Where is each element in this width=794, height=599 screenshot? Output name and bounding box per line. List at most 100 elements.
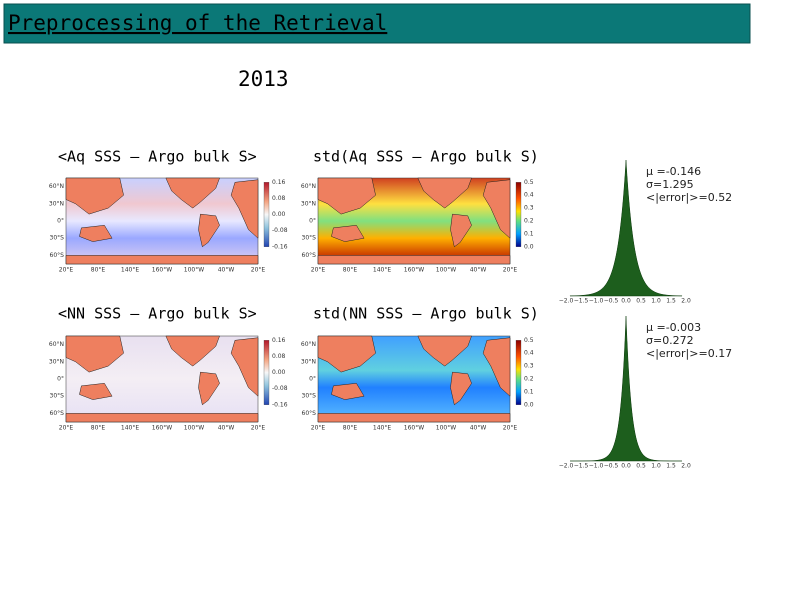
panel-label: <Aq SSS – Argo bulk S> — [58, 148, 257, 166]
histogram-tick-label: −2.0 — [559, 463, 574, 470]
lon-label: 160°W — [152, 267, 172, 274]
lat-label: 0° — [57, 376, 64, 383]
lon-label: 20°E — [59, 425, 74, 432]
colorbar — [515, 182, 522, 247]
colorbar-label: -0.16 — [272, 243, 288, 250]
year: 2013 — [238, 67, 289, 91]
lon-label: 80°E — [91, 425, 106, 432]
histogram-tick-label: 0.5 — [636, 463, 646, 470]
lon-label: 160°W — [404, 267, 424, 274]
colorbar-label: 0.08 — [272, 353, 286, 360]
colorbar-label: 0.16 — [272, 179, 286, 186]
lat-label: 60°S — [302, 252, 317, 259]
colorbar-label: -0.16 — [272, 401, 288, 408]
histogram-stat: σ=0.272 — [646, 334, 694, 347]
slide-title: Preprocessing of the Retrieval — [8, 11, 387, 35]
lat-label: 30°S — [302, 393, 317, 400]
lon-label: 140°E — [373, 425, 391, 432]
land — [165, 335, 220, 367]
land — [165, 177, 220, 209]
land — [317, 255, 511, 265]
land — [482, 337, 511, 397]
lat-label: 0° — [57, 218, 64, 225]
lat-label: 60°N — [49, 183, 64, 190]
colorbar-label: 0.1 — [524, 388, 534, 395]
lat-label: 60°S — [50, 410, 65, 417]
lon-label: 80°E — [343, 267, 358, 274]
lon-label: 20°E — [503, 425, 518, 432]
lat-label: 60°N — [301, 341, 316, 348]
histogram-tick-label: −1.5 — [574, 463, 589, 470]
panel-label: <NN SSS – Argo bulk S> — [58, 305, 257, 323]
lon-label: 20°E — [311, 267, 326, 274]
land — [230, 179, 259, 239]
lon-label: 80°E — [343, 425, 358, 432]
lon-label: 100°W — [184, 425, 204, 432]
histogram-shape — [569, 315, 683, 462]
lon-label: 140°E — [121, 425, 139, 432]
histogram-shape — [569, 159, 683, 297]
histogram-tick-label: 2.0 — [681, 463, 691, 470]
colorbar-label: 0.2 — [524, 218, 534, 225]
histogram-tick-label: 0.0 — [621, 298, 631, 305]
colorbar-label: 0.3 — [524, 363, 534, 370]
colorbar — [263, 182, 270, 247]
histogram-tick-label: 1.5 — [666, 298, 676, 305]
colorbar — [263, 340, 270, 405]
land — [450, 371, 472, 406]
lat-label: 30°S — [50, 393, 65, 400]
colorbar-label: 0.3 — [524, 205, 534, 212]
colorbar-label: 0.00 — [272, 211, 286, 218]
land — [65, 335, 124, 373]
lon-label: 80°E — [91, 267, 106, 274]
histogram-stat: μ =-0.146 — [646, 165, 701, 178]
colorbar-label: 0.5 — [524, 337, 534, 344]
colorbar-label: 0.5 — [524, 179, 534, 186]
histogram-tick-label: −1.5 — [574, 298, 589, 305]
histogram-tick-label: 2.0 — [681, 298, 691, 305]
lat-label: 30°N — [49, 358, 64, 365]
land — [331, 225, 365, 242]
land — [65, 413, 259, 423]
land — [230, 337, 259, 397]
colorbar-label: 0.08 — [272, 195, 286, 202]
histogram-tick-label: 1.0 — [651, 298, 661, 305]
land — [79, 225, 113, 242]
land — [317, 413, 511, 423]
histogram-tick-label: 1.0 — [651, 463, 661, 470]
lon-label: 100°W — [436, 267, 456, 274]
colorbar-label: 0.4 — [524, 192, 534, 199]
land — [65, 177, 124, 215]
colorbar — [515, 340, 522, 405]
histogram-stat: <|error|>=0.52 — [646, 191, 732, 204]
histogram-tick-label: −0.5 — [604, 298, 619, 305]
lat-label: 30°N — [49, 200, 64, 207]
histogram-tick-label: −0.5 — [604, 463, 619, 470]
land — [65, 255, 259, 265]
land — [331, 383, 365, 400]
lat-label: 30°S — [50, 235, 65, 242]
lat-label: 0° — [309, 218, 316, 225]
colorbar-label: -0.08 — [272, 385, 288, 392]
colorbar-label: 0.0 — [524, 243, 534, 250]
lon-label: 40°W — [218, 267, 235, 274]
histogram-tick-label: −1.0 — [589, 298, 604, 305]
land — [417, 335, 472, 367]
land — [482, 179, 511, 239]
lon-label: 20°E — [251, 267, 266, 274]
lon-label: 140°E — [121, 267, 139, 274]
lon-label: 20°E — [59, 267, 74, 274]
lon-label: 40°W — [218, 425, 235, 432]
lat-label: 60°S — [302, 410, 317, 417]
histogram-tick-label: 0.5 — [636, 298, 646, 305]
land — [198, 371, 220, 406]
lon-label: 40°W — [470, 267, 487, 274]
colorbar-label: -0.08 — [272, 227, 288, 234]
panel-label: std(Aq SSS – Argo bulk S) — [313, 148, 539, 166]
lon-label: 160°W — [404, 425, 424, 432]
lon-label: 20°E — [251, 425, 266, 432]
lat-label: 60°N — [49, 341, 64, 348]
histogram-tick-label: 0.0 — [621, 463, 631, 470]
